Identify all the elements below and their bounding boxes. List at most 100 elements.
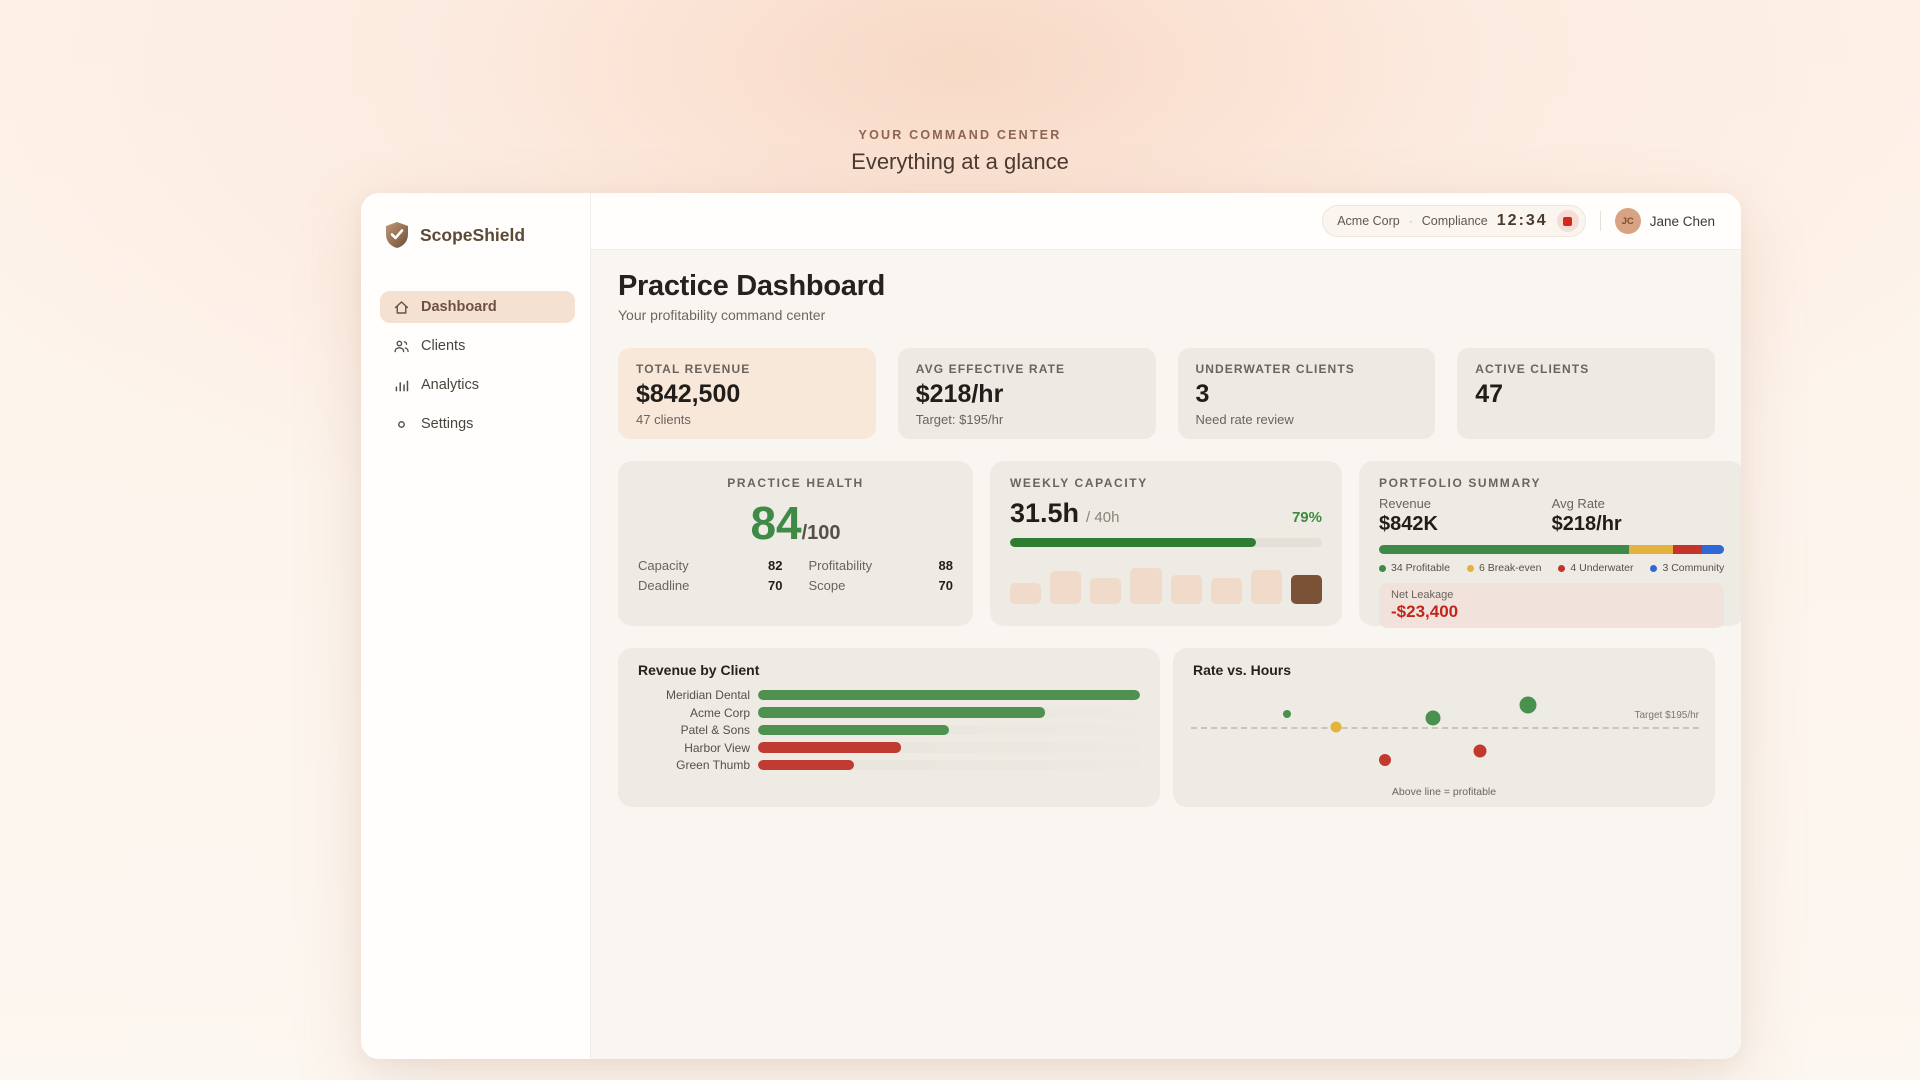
sidebar-item-settings[interactable]: Settings [380, 408, 575, 440]
capacity-bar [1210, 577, 1242, 604]
kpi-label: TOTAL REVENUE [636, 362, 751, 376]
client-revenue-row: Acme Corp [638, 706, 1140, 720]
sidebar-item-analytics[interactable]: Analytics [380, 369, 575, 401]
net-leakage-value: -$23,400 [1391, 602, 1459, 621]
practice-health-card: PRACTICE HEALTH 84/100 Capacity 82 Profi… [618, 461, 973, 626]
legend-item: 6 Break-even [1466, 562, 1541, 574]
legend-dot-icon [1466, 564, 1474, 572]
legend-dot-icon [1379, 564, 1386, 572]
capacity-percent: 79% [1291, 509, 1322, 526]
metric-value: 82 [768, 558, 783, 573]
health-metrics: Capacity 82 Profitability 88 Deadline 70 [638, 558, 953, 593]
hero: YOUR COMMAND CENTER Everything at a glan… [0, 128, 1920, 175]
portfolio-stats: Revenue $842K Avg Rate $218/hr [1379, 496, 1724, 536]
scatter-point [1379, 754, 1391, 766]
capacity-progress-fill [1010, 538, 1257, 547]
user-chip[interactable]: JC Jane Chen [1614, 208, 1715, 234]
portfolio-segment [1379, 545, 1629, 554]
home-icon [392, 298, 410, 316]
scatter-point [1283, 710, 1291, 718]
capacity-bar [1050, 571, 1082, 604]
client-revenue-row: Green Thumb [638, 758, 1140, 772]
capacity-bar [1170, 575, 1202, 604]
user-name: Jane Chen [1649, 213, 1715, 229]
portfolio-summary-card: PORTFOLIO SUMMARY Revenue $842K Avg Rate… [1359, 461, 1741, 628]
sidebar-item-label: Dashboard [421, 299, 497, 315]
legend-label: 34 Profitable [1391, 562, 1450, 574]
metric-value: 70 [938, 578, 953, 593]
legend-item: 3 Community [1650, 562, 1724, 574]
health-score-value: 84 [750, 497, 802, 549]
brand-name: ScopeShield [420, 224, 526, 245]
timer-value: 12:34 [1496, 212, 1548, 229]
rate-vs-hours-card: Rate vs. Hours Target $195/hr Above line… [1173, 648, 1715, 807]
metric-label: Scope [808, 578, 846, 593]
bar-chart-icon [392, 376, 410, 394]
charts-row: Revenue by Client Meridian Dental Acme Co… [618, 648, 1715, 807]
kpi-row: TOTAL REVENUE $842,500 47 clients AVG EF… [618, 348, 1715, 439]
client-name: Patel & Sons [680, 723, 750, 737]
revenue-bar-track [758, 689, 1140, 701]
metric-label: Deadline [638, 578, 690, 593]
kpi-underwater-clients: UNDERWATER CLIENTS 3 Need rate review [1177, 348, 1436, 439]
revenue-bar-fill [758, 742, 902, 753]
scatter-plot: Target $195/hr Above line = profitable [1173, 648, 1715, 807]
metric-label: Profitability [808, 558, 873, 573]
portfolio-segment [1628, 545, 1673, 554]
stat-value: $218/hr [1551, 513, 1622, 535]
app-window: ScopeShield Dashboard Clients Analytics [361, 193, 1741, 1059]
legend-dot-icon [1650, 564, 1658, 572]
scatter-point [1330, 721, 1342, 733]
revenue-bars: Meridian Dental Acme Corp Patel & Sons Harb… [638, 688, 1140, 772]
client-name: Acme Corp [1337, 214, 1400, 228]
topbar: Acme Corp · Compliance 12:34 JC Jane Che… [591, 193, 1741, 250]
stat-label: Revenue [1379, 496, 1432, 511]
hero-eyebrow: YOUR COMMAND CENTER [858, 128, 1062, 142]
topbar-divider [1599, 211, 1601, 231]
capacity-bar [1130, 567, 1162, 604]
sidebar-item-clients[interactable]: Clients [380, 330, 575, 362]
capacity-bar [1090, 578, 1122, 604]
dashboard-content: Practice Dashboard Your profitability co… [591, 250, 1741, 1059]
card-title: PRACTICE HEALTH [727, 476, 864, 490]
page-title: Practice Dashboard [618, 270, 885, 302]
portfolio-avg-rate: Avg Rate $218/hr [1552, 496, 1725, 536]
card-title: WEEKLY CAPACITY [1010, 476, 1148, 490]
metric-scope: Scope 70 [809, 578, 954, 593]
metric-value: 88 [938, 558, 953, 573]
hours-value: 31.5h [1010, 498, 1080, 528]
capacity-progress-track [1010, 538, 1322, 547]
revenue-bar-fill [758, 759, 854, 771]
scatter-point [1473, 744, 1487, 758]
health-score: 84/100 [638, 496, 953, 550]
capacity-bar [1250, 569, 1282, 604]
portfolio-segment [1702, 545, 1725, 554]
stop-timer-button[interactable] [1556, 210, 1579, 232]
client-name: Harbor View [684, 740, 750, 755]
chart-title: Rate vs. Hours [1193, 662, 1292, 678]
client-revenue-row: Meridian Dental [638, 688, 1140, 702]
kpi-avg-effective-rate: AVG EFFECTIVE RATE $218/hr Target: $195/… [897, 348, 1156, 439]
client-revenue-row: Harbor View [638, 741, 1140, 755]
sidebar: ScopeShield Dashboard Clients Analytics [361, 193, 591, 1059]
revenue-bar-track [758, 742, 1140, 753]
gear-icon [392, 415, 410, 433]
kpi-total-revenue: TOTAL REVENUE $842,500 47 clients [618, 348, 876, 439]
legend-dot-icon [1558, 564, 1566, 572]
stat-label: Avg Rate [1551, 496, 1605, 511]
sidebar-item-dashboard[interactable]: Dashboard [380, 291, 575, 323]
portfolio-revenue: Revenue $842K [1379, 496, 1552, 536]
kpi-value: $842,500 [636, 380, 741, 408]
metric-label: Capacity [638, 558, 689, 573]
sidebar-item-label: Settings [421, 416, 474, 432]
net-leakage-box: Net Leakage -$23,400 [1379, 583, 1725, 628]
capacity-hours: 31.5h / 40h 79% [1010, 498, 1322, 529]
legend-item: 34 Profitable [1379, 562, 1450, 574]
metric-value: 70 [768, 578, 783, 593]
revenue-bar-track [758, 724, 1140, 736]
session-status-pill[interactable]: Acme Corp · Compliance 12:34 [1322, 205, 1586, 237]
client-revenue-row: Patel & Sons [638, 723, 1140, 737]
kpi-label: UNDERWATER CLIENTS [1195, 362, 1355, 376]
hours-total: / 40h [1086, 509, 1120, 526]
sidebar-item-label: Clients [421, 338, 466, 354]
